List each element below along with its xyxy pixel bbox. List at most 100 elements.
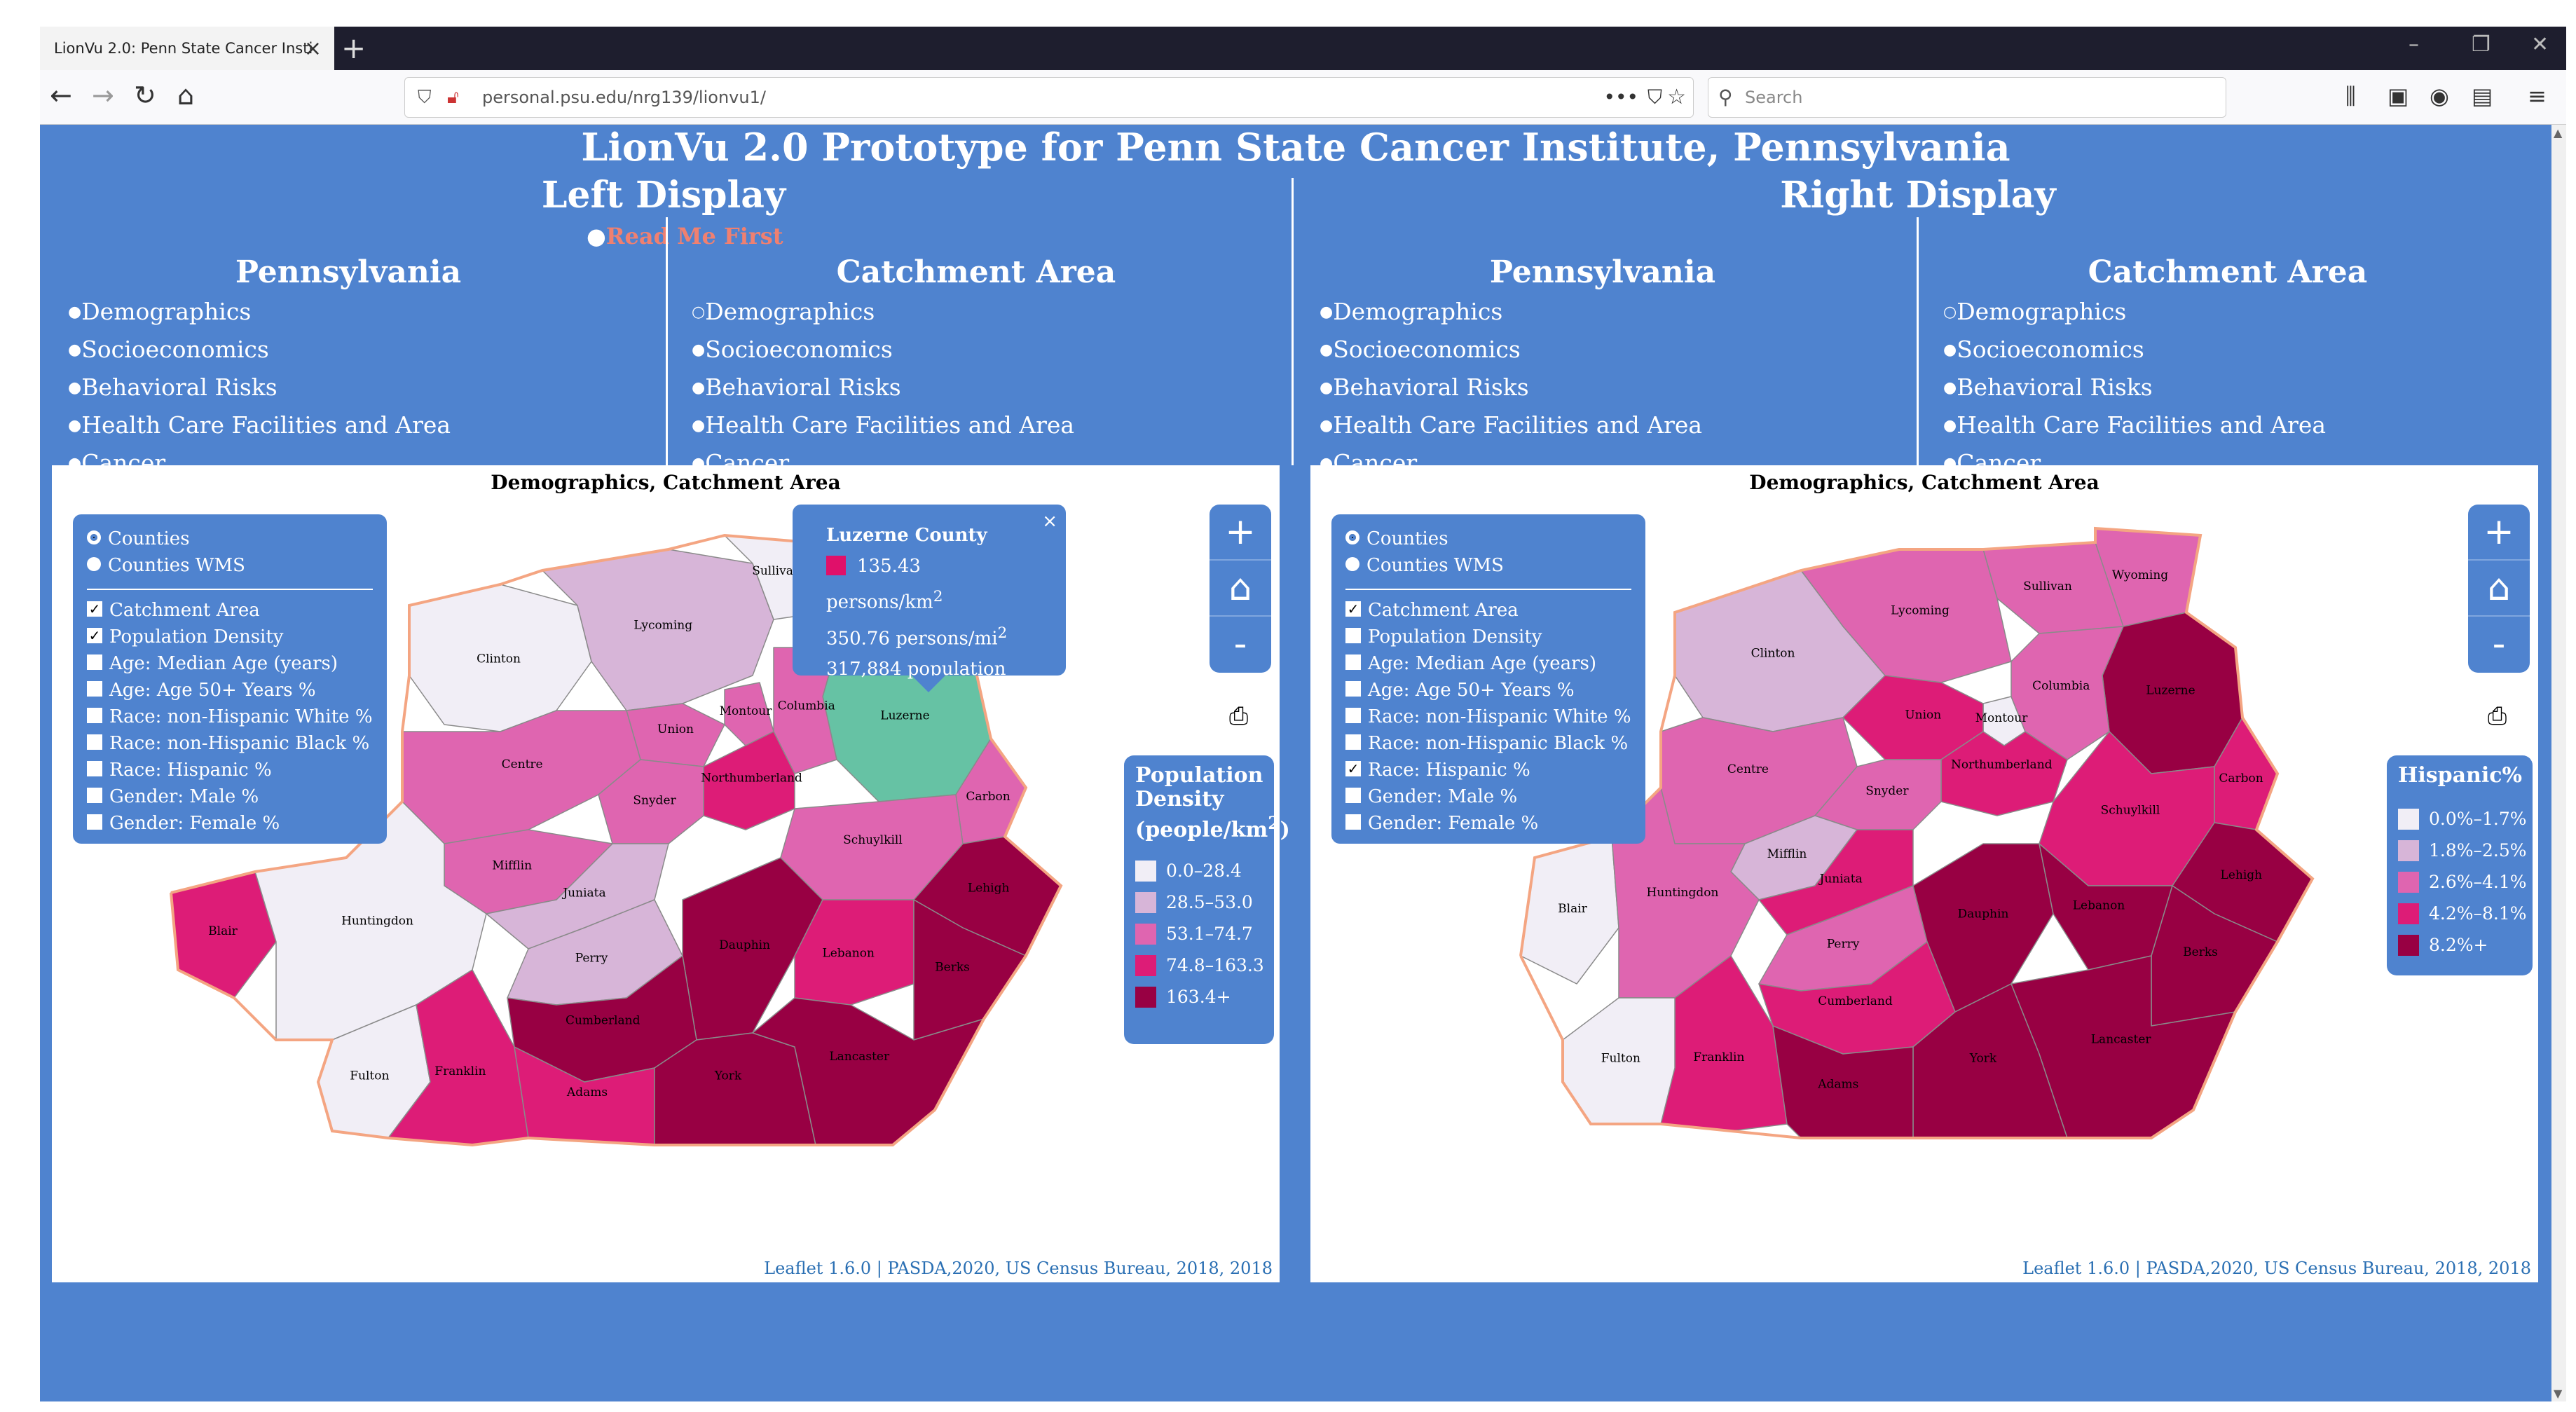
- checkbox-icon[interactable]: [1345, 734, 1361, 750]
- overlay-option[interactable]: ✓ Race: Hispanic %: [1345, 757, 1631, 783]
- url-bar[interactable]: ⛉ 🔓︎ personal.psu.edu/nrg139/lionvu1/ ••…: [404, 77, 1694, 118]
- menu-icon[interactable]: ≡: [2528, 83, 2547, 109]
- overlay-option[interactable]: Gender: Male %: [87, 783, 373, 810]
- menu-item[interactable]: Demographics: [1943, 294, 2326, 332]
- base-layer-counties[interactable]: Counties: [87, 526, 373, 552]
- checkbox-checked-icon[interactable]: ✓: [87, 628, 102, 643]
- overlay-option[interactable]: Age: Median Age (years): [87, 650, 373, 677]
- county-lycoming[interactable]: [542, 549, 774, 711]
- right-map[interactable]: Wyoming Sullivan Lycoming Clinton Luzerne Mon…: [1310, 465, 2538, 1282]
- radio-selected-icon[interactable]: [1345, 530, 1359, 544]
- home-extent-button[interactable]: ⌂: [2468, 561, 2530, 617]
- right-map-svg[interactable]: Wyoming Sullivan Lycoming Clinton Luzerne Mon…: [1310, 465, 2538, 1282]
- left-map[interactable]: Clinton Lycoming Sullivan Luzerne Columbia Mo…: [52, 465, 1290, 1282]
- radio-selected-icon[interactable]: [87, 530, 101, 544]
- checkbox-icon[interactable]: [87, 654, 102, 670]
- page-actions-icon[interactable]: •••: [1603, 85, 1638, 109]
- menu-item[interactable]: Health Care Facilities and Area: [68, 408, 451, 446]
- overlay-option[interactable]: Age: Median Age (years): [1345, 650, 1631, 677]
- close-window-icon[interactable]: ✕: [2531, 32, 2549, 57]
- reader-icon[interactable]: ▤: [2472, 83, 2493, 109]
- overlay-option[interactable]: Gender: Female %: [87, 810, 373, 837]
- menu-item[interactable]: Demographics: [68, 294, 451, 332]
- forward-icon[interactable]: →: [92, 80, 114, 111]
- minimize-icon[interactable]: –: [2409, 32, 2419, 57]
- overlay-option[interactable]: Race: non-Hispanic Black %: [1345, 730, 1631, 757]
- read-me-link[interactable]: ●Read Me First: [587, 223, 783, 249]
- menu-item[interactable]: Socioeconomics: [1943, 332, 2326, 370]
- menu-item[interactable]: Behavioral Risks: [1943, 370, 2326, 408]
- library-icon[interactable]: ⫼: [2345, 83, 2356, 109]
- scroll-up-icon[interactable]: ▲: [2554, 126, 2563, 139]
- checkbox-icon[interactable]: [1345, 814, 1361, 830]
- overlay-option[interactable]: ✓ Population Density: [87, 624, 373, 650]
- insecure-lock-icon[interactable]: 🔓︎: [447, 87, 459, 108]
- menu-item[interactable]: Demographics: [1320, 294, 1702, 332]
- menu-item[interactable]: Behavioral Risks: [1320, 370, 1702, 408]
- home-icon[interactable]: ⌂: [177, 80, 195, 111]
- pocket-icon[interactable]: ⛉: [1647, 85, 1662, 109]
- menu-item[interactable]: Behavioral Risks: [692, 370, 1074, 408]
- popup-close-icon[interactable]: ×: [1042, 511, 1057, 532]
- restore-icon[interactable]: ❐: [2472, 32, 2491, 57]
- left-map-svg[interactable]: Clinton Lycoming Sullivan Luzerne Columbia Mo…: [52, 465, 1280, 1282]
- menu-item[interactable]: Health Care Facilities and Area: [1943, 408, 2326, 446]
- county-huntingdon[interactable]: [1611, 787, 1760, 999]
- radio-icon[interactable]: [1345, 557, 1359, 571]
- checkbox-icon[interactable]: [87, 681, 102, 697]
- checkbox-icon[interactable]: [87, 761, 102, 776]
- shield-icon[interactable]: ⛉: [418, 87, 432, 108]
- checkbox-icon[interactable]: [1345, 654, 1361, 670]
- overlay-option[interactable]: Race: non-Hispanic White %: [87, 704, 373, 730]
- checkbox-icon[interactable]: [87, 814, 102, 830]
- checkbox-icon[interactable]: [1345, 681, 1361, 697]
- browser-tab[interactable]: LionVu 2.0: Penn State Cancer Insti ×: [40, 27, 334, 70]
- menu-item[interactable]: Health Care Facilities and Area: [692, 408, 1074, 446]
- page-scrollbar[interactable]: ▲ ▼: [2551, 125, 2566, 1401]
- bookmark-star-icon[interactable]: ☆: [1667, 85, 1686, 109]
- checkbox-icon[interactable]: [87, 734, 102, 750]
- overlay-option[interactable]: Gender: Male %: [1345, 783, 1631, 810]
- checkbox-icon[interactable]: [87, 788, 102, 803]
- overlay-option[interactable]: Race: non-Hispanic Black %: [87, 730, 373, 757]
- checkbox-checked-icon[interactable]: ✓: [1345, 601, 1361, 617]
- county-northumberland[interactable]: [703, 731, 795, 830]
- print-icon[interactable]: ⎙: [2488, 702, 2507, 730]
- home-extent-button[interactable]: ⌂: [1210, 561, 1271, 617]
- print-icon[interactable]: ⎙: [1229, 702, 1249, 730]
- right-attribution[interactable]: Leaflet 1.6.0 | PASDA,2020, US Census Bu…: [2022, 1259, 2531, 1278]
- radio-icon[interactable]: [87, 557, 101, 571]
- checkbox-icon[interactable]: [1345, 788, 1361, 803]
- checkbox-icon[interactable]: [1345, 628, 1361, 643]
- menu-item[interactable]: Socioeconomics: [68, 332, 451, 370]
- zoom-out-button[interactable]: -: [2492, 623, 2506, 665]
- overlay-option[interactable]: ✓ Catchment Area: [1345, 597, 1631, 624]
- menu-item[interactable]: Behavioral Risks: [68, 370, 451, 408]
- menu-item[interactable]: Health Care Facilities and Area: [1320, 408, 1702, 446]
- close-tab-icon[interactable]: ×: [303, 36, 322, 61]
- search-input[interactable]: ⚲ Search: [1708, 77, 2226, 118]
- overlay-option[interactable]: Population Density: [1345, 624, 1631, 650]
- base-layer-wms[interactable]: Counties WMS: [87, 552, 373, 579]
- menu-item[interactable]: Socioeconomics: [1320, 332, 1702, 370]
- base-layer-counties[interactable]: Counties: [1345, 526, 1631, 552]
- right-layer-control[interactable]: Counties Counties WMS ✓ Catchment Area Pop…: [1331, 514, 1645, 844]
- left-attribution[interactable]: Leaflet 1.6.0 | PASDA,2020, US Census Bu…: [764, 1259, 1273, 1278]
- county-centre[interactable]: [402, 710, 641, 844]
- scroll-down-icon[interactable]: ▼: [2554, 1387, 2563, 1400]
- menu-item[interactable]: Socioeconomics: [692, 332, 1074, 370]
- zoom-out-button[interactable]: -: [1233, 623, 1247, 665]
- base-layer-wms[interactable]: Counties WMS: [1345, 552, 1631, 579]
- overlay-option[interactable]: Age: Age 50+ Years %: [1345, 677, 1631, 704]
- zoom-in-button[interactable]: +: [1210, 505, 1271, 561]
- sidebar-icon[interactable]: ▣: [2387, 83, 2409, 109]
- zoom-in-button[interactable]: +: [2468, 505, 2530, 561]
- menu-item[interactable]: Demographics: [692, 294, 1074, 332]
- new-tab-icon[interactable]: +: [341, 31, 366, 65]
- reload-icon[interactable]: ↻: [134, 80, 156, 111]
- checkbox-icon[interactable]: [87, 708, 102, 723]
- back-icon[interactable]: ←: [50, 80, 72, 111]
- overlay-option[interactable]: ✓ Catchment Area: [87, 597, 373, 624]
- checkbox-checked-icon[interactable]: ✓: [87, 601, 102, 617]
- county-northumberland[interactable]: [1940, 731, 2068, 816]
